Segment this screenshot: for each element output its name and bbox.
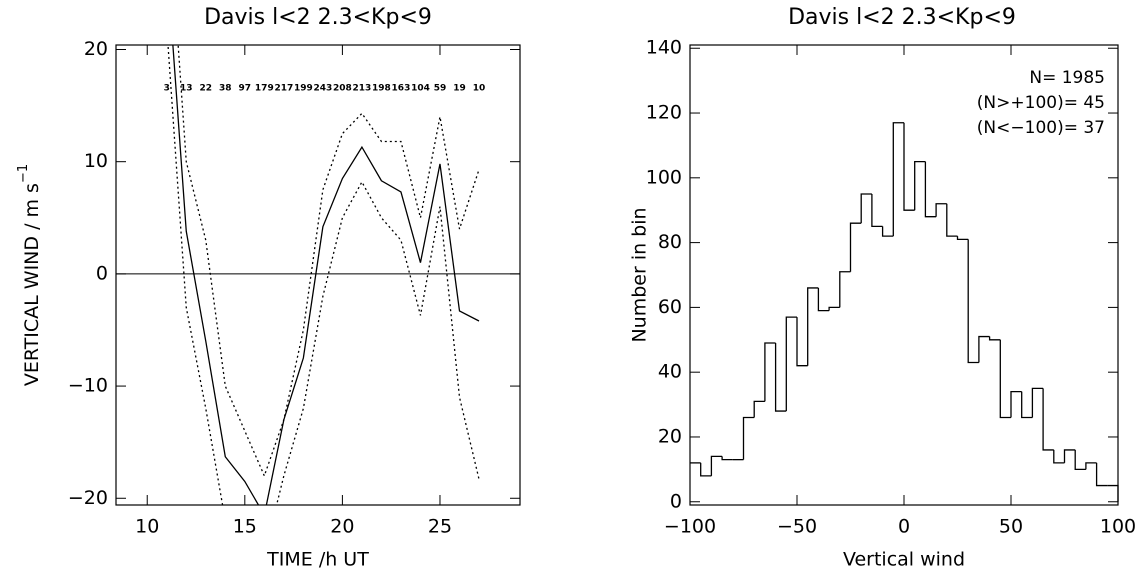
x-axis-label: Vertical wind <box>843 549 965 571</box>
histogram-bin <box>710 455 723 476</box>
y-tick-label: 20 <box>84 38 108 60</box>
histogram-bin <box>796 317 808 367</box>
count-label: 198 <box>372 84 391 94</box>
data-line <box>177 45 480 478</box>
count-label: 163 <box>392 84 411 94</box>
histogram-bin <box>978 335 990 363</box>
plot-frame <box>115 44 521 506</box>
data-line <box>172 45 480 505</box>
annotation: (N>+100)= 45 <box>977 93 1105 113</box>
chart-title: Davis l<2 2.3<Kp<9 <box>204 5 432 30</box>
data-line <box>167 45 480 505</box>
y-axis-label-text: VERTICAL WIND / m s <box>21 183 43 386</box>
histogram-bin <box>1074 449 1086 471</box>
count-label: 10 <box>473 84 486 94</box>
y-tick-label: 20 <box>658 425 682 447</box>
histogram-bin <box>914 160 926 211</box>
histogram-bin <box>1010 390 1022 418</box>
count-label: 19 <box>453 84 466 94</box>
histogram-bin <box>785 316 797 412</box>
histogram-bin <box>839 271 851 308</box>
histogram-bin <box>946 203 958 237</box>
y-tick-label: 0 <box>96 262 108 284</box>
y-axis-label: VERTICAL WIND / m s−1 <box>16 164 43 386</box>
x-tick-label: 0 <box>898 516 910 538</box>
histogram-bin <box>1063 449 1076 463</box>
count-label: 97 <box>239 84 252 94</box>
count-label: 59 <box>434 84 447 94</box>
count-label: 208 <box>333 84 352 94</box>
y-tick-label: 80 <box>658 231 682 253</box>
count-label: 13 <box>180 84 193 94</box>
x-tick-label: −50 <box>777 516 817 538</box>
y-tick-label: 10 <box>84 150 108 172</box>
histogram-bin <box>1095 462 1108 487</box>
annotation: (N<−100)= 37 <box>977 118 1105 138</box>
histogram-bin <box>1042 388 1054 451</box>
histogram-bin <box>721 456 733 461</box>
y-tick-label: 100 <box>646 166 682 188</box>
x-axis-label: TIME /h UT <box>266 549 369 571</box>
histogram-bin <box>1031 387 1044 418</box>
histogram-bin <box>817 287 830 312</box>
x-tick-label: 100 <box>1100 516 1136 538</box>
x-tick-label: 25 <box>428 516 452 538</box>
histogram-bin <box>1053 449 1065 464</box>
histogram-bin <box>764 342 776 402</box>
x-tick-label: 50 <box>999 516 1023 538</box>
y-tick-label: 140 <box>646 37 682 59</box>
count-label: 213 <box>353 84 372 94</box>
histogram-bin <box>967 239 979 364</box>
x-tick-label: 15 <box>233 516 257 538</box>
y-tick-label: 60 <box>658 296 682 318</box>
histogram-bin <box>935 203 947 217</box>
histogram-bin <box>871 194 883 228</box>
histogram-bin <box>807 287 819 366</box>
y-axis-label-sup: −1 <box>16 164 31 183</box>
count-label: 199 <box>294 84 313 94</box>
histogram-bin <box>999 339 1011 419</box>
histogram-bin <box>774 343 787 412</box>
chart-title: Davis l<2 2.3<Kp<9 <box>788 5 1016 30</box>
histogram-bin <box>924 161 937 218</box>
histogram-bin <box>700 462 712 477</box>
annotation: N= 1985 <box>1029 68 1105 88</box>
y-tick-label: 0 <box>670 490 682 512</box>
x-tick-label: 20 <box>330 516 354 538</box>
histogram-bin <box>1107 484 1119 502</box>
histogram-bin <box>742 416 755 460</box>
histogram-bin <box>881 226 894 237</box>
x-tick-label: −100 <box>664 516 716 538</box>
y-tick-label: 120 <box>646 102 682 124</box>
histogram-bin <box>988 336 1001 341</box>
histogram-bin <box>1021 391 1033 419</box>
y-axis-label: Number in bin <box>629 207 651 342</box>
count-label: 243 <box>313 84 332 94</box>
histogram-bin <box>860 193 872 224</box>
plot-frame <box>689 44 1119 506</box>
histogram-bin <box>828 306 840 311</box>
histogram-bin <box>956 236 969 241</box>
count-label: 104 <box>411 84 430 94</box>
y-tick-label: −10 <box>68 375 108 397</box>
count-label: 217 <box>274 84 293 94</box>
count-label: 179 <box>255 84 274 94</box>
count-label: 38 <box>219 84 232 94</box>
y-tick-label: −20 <box>68 487 108 509</box>
histogram-bin <box>892 122 904 237</box>
count-label: 22 <box>200 84 213 94</box>
histogram-bin <box>849 222 862 272</box>
x-tick-label: 10 <box>135 516 159 538</box>
count-label: 3 <box>164 84 170 94</box>
histogram-bin <box>1085 462 1097 470</box>
y-tick-label: 40 <box>658 361 682 383</box>
histogram-bin <box>903 122 915 211</box>
histogram-bin <box>753 400 765 418</box>
